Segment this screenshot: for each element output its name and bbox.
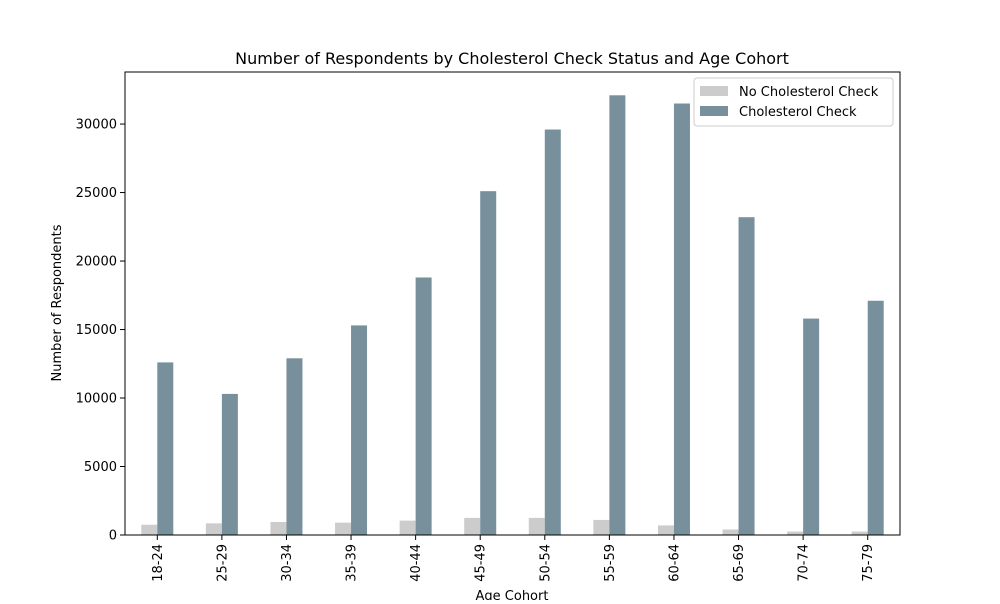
bar-no-check-70-74	[787, 531, 804, 535]
bar-check-25-29	[221, 393, 238, 535]
legend-label: No Cholesterol Check	[739, 85, 879, 100]
x-tick-label: 25-29	[215, 544, 230, 582]
bar-no-check-45-49	[464, 517, 481, 535]
y-tick-label: 0	[109, 529, 117, 544]
legend-swatch	[700, 86, 728, 96]
bar-check-75-79	[867, 300, 884, 535]
bar-no-check-65-69	[722, 529, 739, 535]
x-tick-label: 55-59	[603, 544, 618, 582]
x-tick-label: 18-24	[151, 544, 166, 582]
bar-check-35-39	[351, 325, 368, 535]
x-tick-label: 45-49	[474, 544, 489, 582]
x-tick-label: 30-34	[280, 544, 295, 582]
bar-check-30-34	[286, 358, 303, 535]
bar-no-check-18-24	[141, 524, 158, 535]
bar-no-check-60-64	[657, 525, 674, 535]
bar-no-check-55-59	[593, 519, 610, 535]
legend-box	[693, 77, 894, 127]
x-tick-label: 75-79	[861, 544, 876, 582]
bar-no-check-50-54	[528, 517, 545, 535]
bar-no-check-35-39	[335, 522, 352, 535]
y-axis-title: Number of Respondents	[50, 224, 65, 381]
x-axis-title: Age Cohort	[476, 589, 549, 600]
bar-no-check-40-44	[399, 520, 416, 535]
legend: No Cholesterol Check Cholesterol Check	[693, 77, 894, 127]
bar-check-50-54	[544, 129, 561, 536]
bar-check-40-44	[415, 277, 432, 535]
bar-check-45-49	[480, 191, 497, 535]
bar-no-check-75-79	[851, 531, 868, 535]
plot-frame	[124, 71, 901, 536]
y-tick-label: 20000	[76, 255, 117, 270]
x-tick-label: 60-64	[667, 544, 682, 582]
y-tick-label: 30000	[76, 118, 117, 133]
bar-check-18-24	[157, 362, 174, 535]
x-tick-label: 65-69	[732, 544, 747, 582]
bar-check-65-69	[738, 217, 755, 536]
x-tick-label: 50-54	[538, 544, 553, 582]
chart-title: Number of Respondents by Cholesterol Che…	[235, 49, 789, 68]
bar-check-60-64	[673, 103, 690, 535]
y-tick-label: 5000	[84, 460, 117, 475]
x-axis: 18-24 25-29 30-34 35-39 40-44 45-49 50-54 55-59…	[151, 535, 876, 582]
x-tick-label: 70-74	[797, 544, 812, 582]
y-tick-label: 25000	[76, 186, 117, 201]
bar-no-check-30-34	[270, 521, 287, 535]
y-axis: 0 5000 10000 15000 20000 25000 30000	[76, 118, 125, 544]
bar-check-70-74	[803, 318, 820, 535]
y-tick-label: 10000	[76, 392, 117, 407]
legend-swatch	[700, 106, 728, 116]
x-tick-label: 35-39	[345, 544, 360, 582]
bar-check-55-59	[609, 95, 626, 535]
bars-layer	[141, 95, 884, 536]
y-tick-label: 15000	[76, 323, 117, 338]
x-tick-label: 40-44	[409, 544, 424, 582]
legend-label: Cholesterol Check	[739, 105, 857, 120]
bar-no-check-25-29	[205, 523, 222, 535]
